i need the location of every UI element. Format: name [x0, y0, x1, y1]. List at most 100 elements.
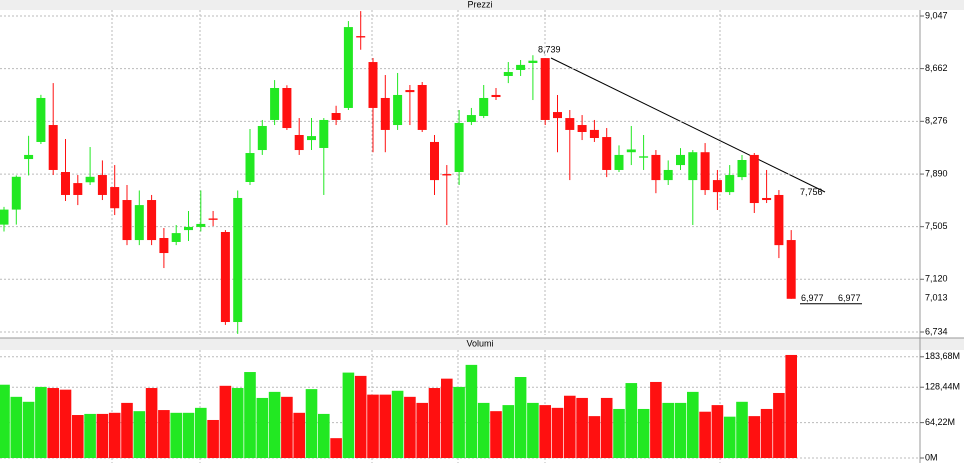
volume-bar: [588, 416, 601, 458]
candle-body: [220, 231, 230, 323]
y-tick-label: 183,68M: [925, 351, 960, 361]
candle-body: [110, 187, 120, 209]
last-price-label: 7,013: [925, 292, 948, 302]
candle-body: [454, 122, 464, 173]
candle-body: [122, 200, 132, 241]
volume-bar: [514, 377, 527, 458]
volume-bar: [477, 402, 490, 458]
candle-body: [712, 180, 722, 193]
candle-body: [565, 118, 575, 130]
volume-bar: [416, 402, 428, 458]
volume-bar: [650, 381, 662, 458]
candle-body: [245, 153, 255, 182]
y-tick-label: 9,047: [925, 10, 948, 20]
volume-bar: [281, 396, 293, 458]
annotation: 6,977: [801, 293, 824, 303]
volume-bar: [158, 410, 170, 458]
volume-bar: [305, 389, 318, 458]
volume-bar: [674, 402, 687, 458]
volume-bar: [231, 388, 244, 458]
volume-bar: [182, 412, 195, 458]
candle-body: [0, 209, 9, 225]
candle-body: [749, 154, 759, 204]
volume-bar: [256, 397, 269, 458]
candle-body: [368, 62, 378, 108]
volume-bar: [47, 388, 59, 458]
candle-body: [393, 94, 403, 126]
candle-body: [319, 119, 329, 148]
trend-line: [550, 57, 826, 193]
candle-body: [479, 97, 489, 117]
volume-bar: [465, 364, 478, 458]
volume-bar: [539, 405, 551, 458]
candle-body: [491, 94, 501, 98]
volume-bar: [576, 397, 588, 458]
candle-body: [85, 176, 95, 183]
candle-body: [700, 152, 710, 191]
candle-body: [257, 125, 267, 151]
volume-header: [0, 338, 964, 350]
y-tick-label: 7,505: [925, 221, 948, 231]
y-tick-label: 7,120: [925, 274, 948, 284]
candle-body: [97, 175, 107, 195]
candle-body: [676, 154, 685, 166]
candle-body: [48, 125, 58, 170]
candle-body: [294, 135, 304, 151]
volume-bar: [108, 412, 121, 458]
candle-body: [24, 154, 34, 160]
candle-body: [602, 137, 612, 170]
volume-bar: [35, 386, 47, 458]
price-header: [0, 0, 964, 10]
candle-body: [762, 197, 772, 201]
volume-bar: [428, 388, 441, 458]
candle-body: [356, 36, 366, 38]
y-tick-label: 0M: [925, 452, 938, 462]
candle-body: [73, 183, 83, 195]
volume-bar: [145, 388, 158, 458]
volume-bar: [600, 397, 613, 458]
volume-bar: [268, 391, 281, 458]
y-tick-label: 8,276: [925, 116, 948, 126]
candle-body: [331, 113, 341, 120]
volume-bar: [723, 416, 736, 458]
volume-bar: [293, 412, 305, 458]
candle-body: [159, 238, 169, 254]
volume-bar: [195, 407, 207, 458]
volume-bar: [490, 411, 502, 458]
candle-body: [737, 160, 747, 178]
volume-bar: [22, 401, 35, 458]
volume-bar: [736, 401, 748, 458]
annotation: 7,756: [800, 187, 823, 197]
candle-body: [270, 88, 280, 120]
volume-bar: [342, 372, 355, 458]
candle-body: [208, 218, 218, 220]
volume-bar: [170, 412, 182, 458]
volume-title: Volumi: [466, 338, 493, 348]
candle-body: [516, 64, 526, 70]
candle-body: [503, 72, 513, 76]
volume-bar: [785, 354, 797, 458]
volume-bar: [551, 407, 564, 458]
y-tick-label: 7,890: [925, 168, 948, 178]
volume-bar: [564, 395, 576, 458]
volume-bar: [637, 408, 650, 458]
candle-body: [688, 152, 698, 181]
volume-bar: [502, 405, 515, 458]
candle-body: [626, 149, 636, 153]
candle-body: [540, 58, 550, 120]
candle-body: [171, 233, 181, 242]
candle-body: [651, 154, 661, 181]
candle-body: [36, 97, 46, 142]
candle-body: [442, 174, 452, 176]
candle-body: [61, 172, 70, 195]
candle-body: [589, 129, 599, 139]
volume-bar: [10, 396, 23, 458]
y-tick-label: 128,44M: [925, 382, 960, 392]
candle-body: [282, 88, 292, 129]
candle-body: [307, 136, 316, 141]
candle-body: [639, 156, 649, 158]
volume-bar: [625, 383, 638, 458]
volume-bar: [711, 405, 724, 458]
volume-bar: [133, 411, 146, 458]
volume-bar: [379, 394, 392, 458]
